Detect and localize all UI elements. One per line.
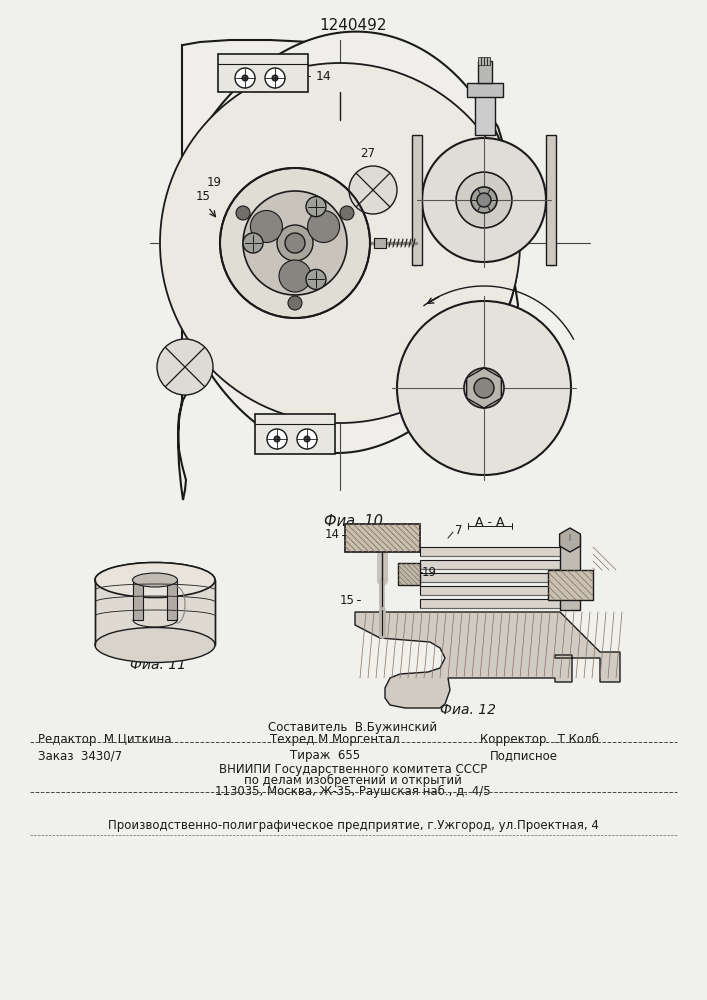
Text: 7: 7	[455, 524, 462, 536]
Circle shape	[272, 75, 278, 81]
Ellipse shape	[95, 562, 215, 597]
Circle shape	[456, 172, 512, 228]
Bar	[420, 560, 570, 569]
Text: Производственно-полиграфическое предприятие, г.Ужгород, ул.Проектная, 4: Производственно-полиграфическое предприя…	[107, 818, 598, 832]
Text: 15: 15	[196, 190, 211, 202]
Bar	[420, 573, 570, 582]
Text: Корректор  .Т.Колб: Корректор .Т.Колб	[480, 732, 599, 746]
Text: Составитель  В.Бужинский: Составитель В.Бужинский	[269, 722, 438, 734]
Bar	[484, 57, 487, 65]
Bar	[374, 238, 386, 248]
Bar	[560, 535, 580, 610]
Bar	[218, 54, 308, 92]
Circle shape	[267, 429, 287, 449]
Bar	[412, 135, 422, 265]
Text: Редактор  М.Циткина: Редактор М.Циткина	[38, 732, 172, 746]
Circle shape	[220, 168, 370, 318]
Polygon shape	[560, 528, 580, 552]
Text: Фиа. 11: Фиа. 11	[130, 658, 186, 672]
Circle shape	[160, 63, 520, 423]
Circle shape	[243, 233, 263, 253]
Text: Техред.М.Моргентал: Техред.М.Моргентал	[270, 732, 399, 746]
Text: 19: 19	[207, 176, 222, 188]
Circle shape	[397, 301, 571, 475]
Bar	[398, 563, 420, 585]
Bar	[548, 570, 593, 600]
Circle shape	[304, 436, 310, 442]
Circle shape	[243, 191, 347, 295]
Polygon shape	[355, 612, 620, 708]
Circle shape	[288, 296, 302, 310]
Bar	[420, 547, 570, 556]
Ellipse shape	[95, 628, 215, 662]
Circle shape	[157, 339, 213, 395]
Bar	[475, 95, 495, 135]
Text: Тираж  655: Тираж 655	[290, 750, 360, 762]
Circle shape	[464, 368, 504, 408]
Text: 14: 14	[316, 70, 332, 83]
Circle shape	[477, 193, 491, 207]
Circle shape	[235, 68, 255, 88]
Circle shape	[422, 138, 546, 262]
Circle shape	[308, 211, 339, 242]
Text: Заказ  3430/7: Заказ 3430/7	[38, 750, 122, 762]
Text: по делам изобретений и открытий: по делам изобретений и открытий	[244, 773, 462, 787]
Circle shape	[242, 75, 248, 81]
Bar	[95, 580, 215, 645]
Text: 15: 15	[340, 593, 355, 606]
Circle shape	[306, 269, 326, 289]
Bar	[167, 580, 177, 620]
Circle shape	[285, 233, 305, 253]
Bar	[133, 580, 143, 620]
Ellipse shape	[132, 573, 177, 587]
Polygon shape	[168, 32, 518, 453]
Circle shape	[471, 187, 497, 213]
Circle shape	[306, 197, 326, 217]
Bar	[420, 586, 570, 595]
Text: 14: 14	[325, 528, 340, 542]
Circle shape	[236, 206, 250, 220]
Text: Подписное: Подписное	[490, 750, 558, 762]
Text: 1240492: 1240492	[320, 17, 387, 32]
Bar	[481, 57, 484, 65]
Text: 19: 19	[422, 566, 437, 578]
Bar	[546, 135, 556, 265]
Bar	[478, 61, 492, 83]
Circle shape	[265, 68, 285, 88]
Circle shape	[474, 378, 494, 398]
Ellipse shape	[95, 562, 215, 597]
Polygon shape	[178, 40, 518, 500]
Text: Фиа. 10: Фиа. 10	[324, 514, 382, 530]
Circle shape	[279, 260, 311, 292]
Bar	[420, 599, 570, 608]
Text: ВНИИПИ Государственного комитета СССР: ВНИИПИ Государственного комитета СССР	[219, 762, 487, 776]
Bar	[255, 414, 335, 454]
Bar	[487, 57, 490, 65]
Text: А - А: А - А	[475, 516, 505, 528]
Circle shape	[340, 206, 354, 220]
Circle shape	[274, 436, 280, 442]
Circle shape	[250, 211, 282, 242]
Circle shape	[277, 225, 313, 261]
Circle shape	[297, 429, 317, 449]
Circle shape	[349, 166, 397, 214]
Text: 27: 27	[361, 147, 375, 160]
Bar	[467, 83, 503, 97]
Bar	[345, 524, 420, 552]
Bar	[478, 57, 481, 65]
Text: 113035, Москва, Ж-35, Раушская наб., д. 4/5: 113035, Москва, Ж-35, Раушская наб., д. …	[215, 784, 491, 798]
Text: Фиа. 12: Фиа. 12	[440, 703, 496, 717]
Polygon shape	[213, 580, 215, 645]
